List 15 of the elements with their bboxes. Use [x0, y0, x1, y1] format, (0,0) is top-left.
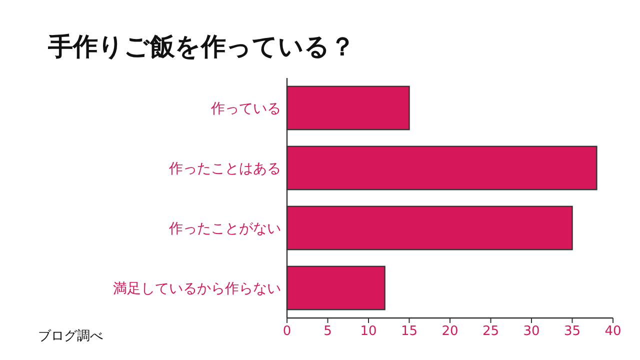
- x-tick-label: 10: [360, 324, 377, 339]
- y-tick-label: 作ったことはある: [168, 161, 281, 177]
- text: ブログ調べ: [38, 329, 103, 344]
- x-tick-label: 0: [282, 324, 292, 339]
- x-tick-label: 15: [400, 324, 418, 339]
- x-tick-label: 40: [604, 324, 622, 339]
- x-tick-label: 35: [564, 324, 581, 339]
- x-tick-label: 30: [523, 324, 540, 339]
- y-tick-label: 作っている: [210, 101, 281, 117]
- y-tick-label: 満足しているから作らない: [113, 281, 281, 297]
- chart-title: 手作りご飯を作っている？: [47, 32, 355, 61]
- x-tick-label: 20: [442, 324, 458, 339]
- x-tick-label: 5: [324, 324, 332, 339]
- y-tick-label: 作ったことがない: [168, 221, 281, 237]
- x-tick-label: 25: [482, 324, 500, 339]
